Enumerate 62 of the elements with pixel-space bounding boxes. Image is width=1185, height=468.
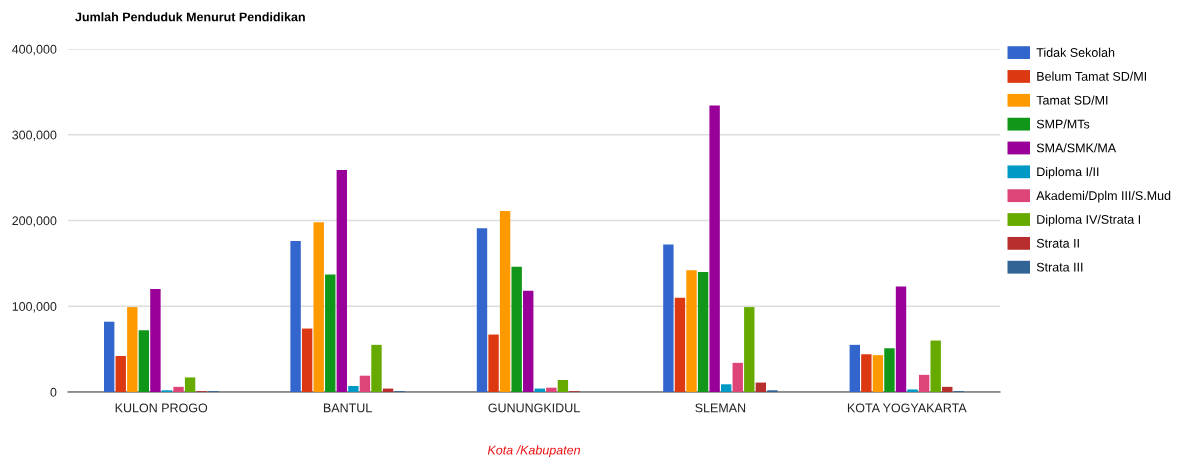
- bar: [686, 270, 697, 392]
- bar: [301, 328, 313, 392]
- bar: [709, 105, 720, 392]
- bar: [359, 375, 371, 392]
- bar: [884, 348, 895, 392]
- bar: [103, 321, 115, 392]
- x-tick-label: SLEMAN: [695, 403, 746, 413]
- bar: [720, 384, 732, 392]
- bar: [488, 334, 499, 392]
- bar: [138, 330, 150, 392]
- bar: [511, 266, 522, 392]
- y-tick-label: 400,000: [12, 44, 57, 56]
- bar: [918, 374, 930, 392]
- bar: [173, 386, 184, 392]
- x-tick-label: KOTA YOGYAKARTA: [847, 403, 967, 413]
- bar: [861, 354, 872, 392]
- bar: [872, 355, 884, 392]
- x-tick-label: BANTUL: [323, 403, 372, 413]
- x-tick-label: KULON PROGO: [115, 403, 208, 413]
- y-tick-label: 300,000: [12, 130, 57, 141]
- legend-label: Diploma IV/Strata I: [1037, 214, 1140, 227]
- bar: [371, 344, 382, 392]
- bar: [499, 211, 511, 392]
- bar: [546, 387, 557, 392]
- legend-label: Strata III: [1036, 262, 1083, 272]
- bar: [184, 377, 196, 392]
- bar: [325, 274, 336, 392]
- x-axis-title: Kota /Kabupaten: [487, 445, 580, 457]
- bar: [115, 355, 126, 392]
- bar: [336, 169, 348, 392]
- bar: [557, 380, 569, 392]
- legend-label: Tidak Sekolah: [1036, 47, 1115, 57]
- bar: [895, 286, 907, 392]
- bar: [732, 362, 743, 392]
- bar: [755, 382, 767, 392]
- legend-label: Strata II: [1036, 238, 1079, 248]
- bar: [674, 297, 686, 392]
- legend-label: Belum Tamat SD/MI: [1037, 71, 1147, 81]
- bar: [127, 307, 138, 392]
- y-tick-label: 0: [50, 387, 57, 397]
- bar: [697, 271, 709, 392]
- legend-label: Tamat SD/MI: [1036, 95, 1108, 105]
- chart-title: Jumlah Penduduk Menurut Pendidikan: [75, 12, 305, 22]
- bar: [290, 241, 301, 392]
- bar: [523, 290, 534, 392]
- bar: [930, 340, 941, 392]
- legend-label: SMA/SMK/MA: [1036, 143, 1117, 153]
- bar: [849, 344, 860, 392]
- bar: [348, 386, 359, 392]
- bar: [942, 386, 953, 392]
- bar: [150, 289, 161, 392]
- legend-label: Akademi/Dplm III/S.Mud: [1036, 190, 1171, 203]
- legend-label: SMP/MTs: [1036, 119, 1090, 129]
- bar: [744, 307, 755, 392]
- bar: [663, 244, 674, 392]
- bar: [476, 228, 488, 392]
- legend-label: Diploma I/II: [1037, 167, 1099, 179]
- x-tick-label: GUNUNGKIDUL: [488, 403, 580, 413]
- bar: [313, 222, 324, 392]
- bar: [907, 389, 918, 392]
- y-tick-label: 100,000: [12, 302, 57, 313]
- y-tick-label: 200,000: [12, 216, 57, 227]
